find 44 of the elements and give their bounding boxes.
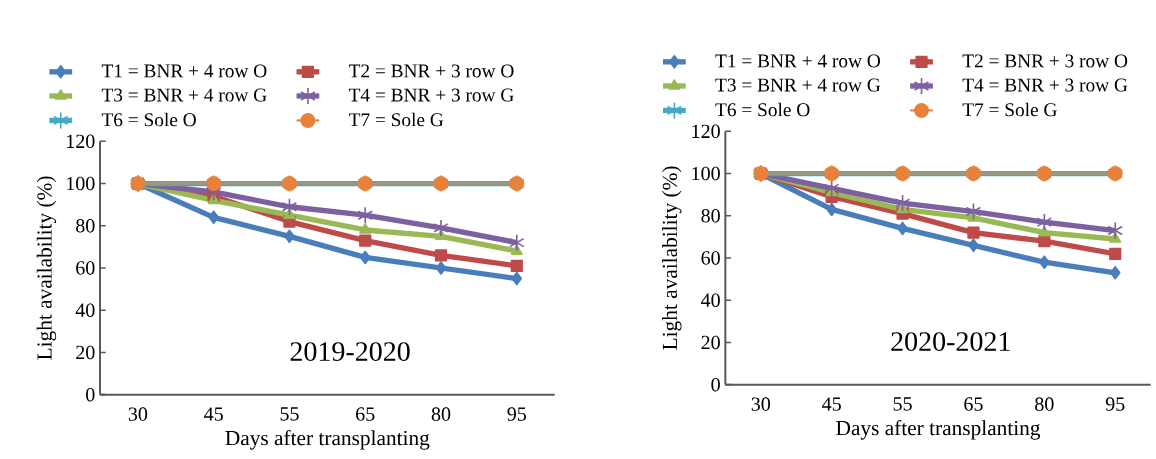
y-tick-label: 100 bbox=[692, 166, 720, 181]
x-tick-label: 80 bbox=[431, 407, 451, 422]
y-tick-label: 100 bbox=[67, 176, 95, 191]
x-axis-title: Days after transplanting bbox=[225, 430, 430, 450]
annotation: 2020-2021 bbox=[891, 332, 1010, 352]
legend-label: T3 = BNR + 4 row G bbox=[101, 88, 267, 102]
x-tick-label: 45 bbox=[822, 397, 841, 411]
x-axis-title: Days after transplanting bbox=[836, 420, 1041, 440]
x-tick-label: 55 bbox=[893, 397, 912, 411]
x-tick-label: 30 bbox=[751, 397, 771, 412]
x-tick-label: 30 bbox=[128, 407, 148, 422]
y-tick-label: 80 bbox=[701, 209, 720, 223]
x-tick-label: 55 bbox=[280, 407, 299, 421]
legend-label: T1 = BNR + 4 row O bbox=[101, 64, 267, 78]
x-tick-label: 80 bbox=[1035, 397, 1054, 412]
legend-label: T2 = BNR + 3 row O bbox=[348, 64, 514, 78]
y-tick-label: 60 bbox=[76, 261, 95, 275]
y-tick-label: 20 bbox=[76, 345, 95, 360]
annotation: 2019-2020 bbox=[290, 342, 410, 362]
x-tick-label: 95 bbox=[1105, 397, 1125, 411]
y-axis-title: Light availability (%) bbox=[36, 176, 57, 360]
y-tick-label: 120 bbox=[692, 124, 720, 139]
legend-label: T7 = Sole G bbox=[348, 112, 444, 127]
legend-label: T2 = BNR + 3 row O bbox=[962, 54, 1128, 68]
y-tick-label: 40 bbox=[75, 303, 95, 318]
legend-label: T7 = Sole G bbox=[962, 102, 1057, 117]
legend-label: T1 = BNR + 4 row O bbox=[715, 54, 880, 68]
x-tick-label: 95 bbox=[507, 407, 526, 421]
x-tick-label: 45 bbox=[204, 407, 223, 421]
y-tick-label: 20 bbox=[701, 335, 720, 350]
legend-label: T3 = BNR + 4 row G bbox=[715, 78, 881, 92]
legend-label: T6 = Sole O bbox=[715, 102, 810, 117]
y-tick-label: 0 bbox=[86, 388, 95, 402]
y-tick-label: 40 bbox=[701, 293, 720, 308]
x-tick-label: 65 bbox=[964, 397, 983, 411]
y-tick-label: 0 bbox=[711, 378, 720, 392]
legend-label: T4 = BNR + 3 row G bbox=[962, 78, 1128, 92]
y-tick-label: 120 bbox=[67, 134, 95, 149]
x-tick-label: 65 bbox=[356, 407, 375, 421]
legend-label: T6 = Sole O bbox=[101, 112, 196, 127]
y-tick-label: 60 bbox=[701, 251, 720, 265]
y-tick-label: 80 bbox=[76, 219, 95, 233]
legend-label: T4 = BNR + 3 row G bbox=[348, 88, 514, 102]
y-axis-title: Light availability (%) bbox=[662, 166, 682, 350]
